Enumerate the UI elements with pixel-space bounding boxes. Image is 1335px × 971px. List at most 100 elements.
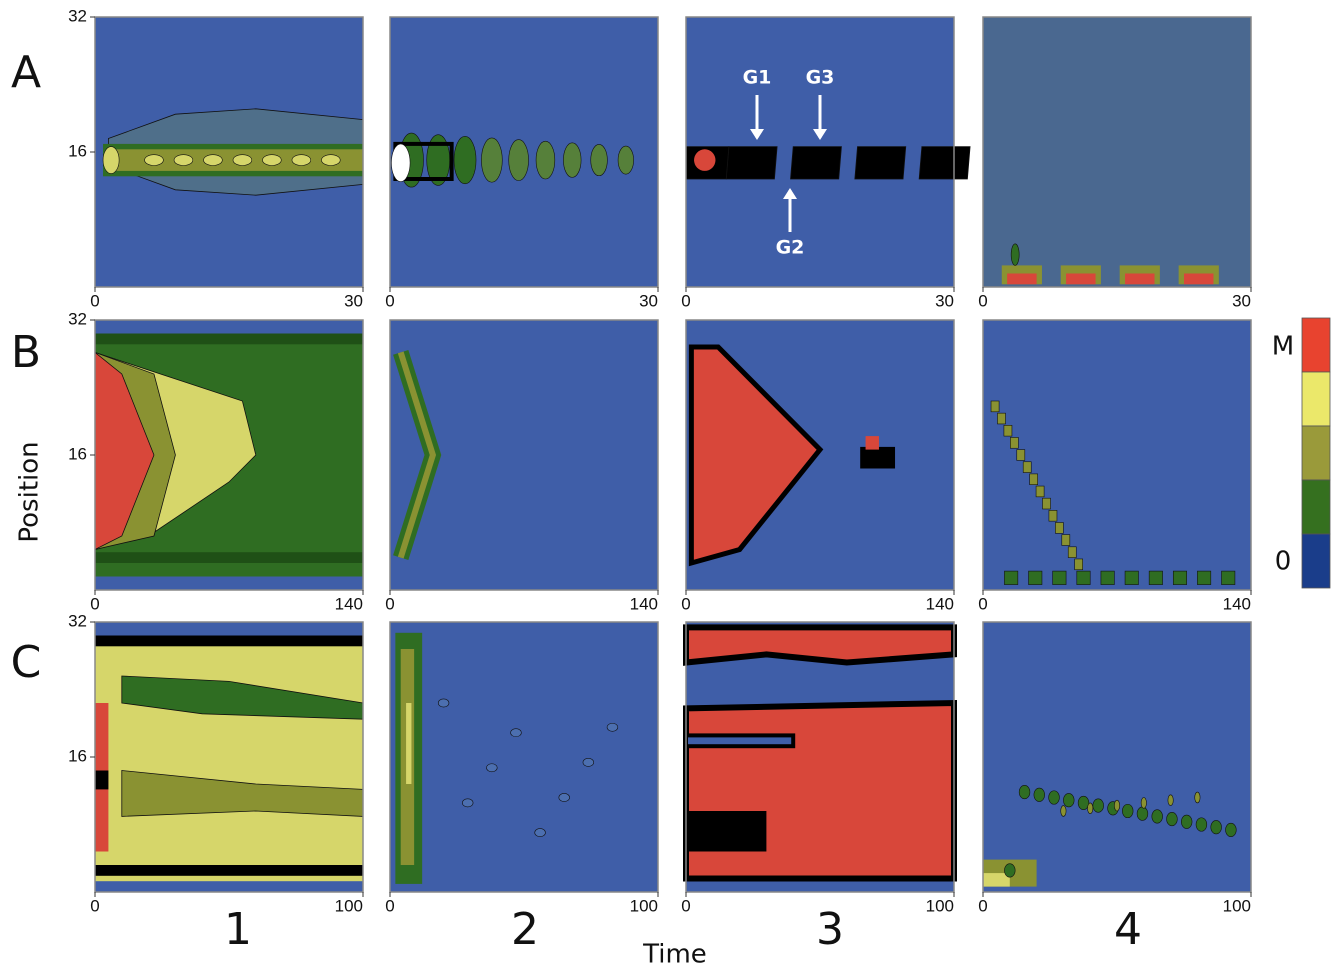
panel: 0 140 [681,319,955,613]
x-tick-label: 140 [926,594,954,613]
contour-region [1055,522,1064,534]
contour-region [1060,805,1067,817]
panel-frame [389,16,659,288]
contour-region [1004,570,1019,585]
contour-region [1166,812,1178,827]
contour-region [684,733,796,749]
annotation-arrowhead [813,129,827,140]
contour-region [1076,570,1091,585]
contour-region [983,17,1251,287]
contour-region [1172,570,1187,585]
panel: 0 30 [978,16,1252,310]
contour-region [397,351,437,559]
x-tick-label: 100 [335,896,363,915]
contour-region [1022,461,1032,473]
contour-region [606,722,619,732]
contour-region [694,149,716,171]
contour-region [453,136,477,185]
contour-region [1148,570,1163,585]
panel: 0 100 [385,621,659,915]
x-tick-label: 0 [90,291,99,310]
panel: 0 140 16 32 [68,309,364,613]
contour-region [686,811,767,852]
colorbar-label: M [1272,332,1294,362]
x-axis-label: Time [642,940,707,970]
contour-region [1194,791,1201,804]
contour-region [1066,273,1096,285]
contour-region [1042,497,1051,510]
contour-region [462,798,474,808]
contour-region [1151,809,1163,824]
contour-region [534,828,546,837]
x-tick-label: 0 [681,594,690,613]
contour-region [95,881,363,892]
contour-region [683,624,957,666]
contour-region [262,154,282,166]
row-label: A [11,47,41,98]
contour-region [1063,793,1075,808]
x-tick-label: 0 [978,896,987,915]
contour-region [1003,424,1013,437]
contour-region [983,622,1251,892]
y-tick-label: 16 [68,746,87,765]
contour-region [725,146,778,180]
x-tick-label: 0 [90,896,99,915]
contour-region [144,154,164,166]
x-tick-label: 30 [639,291,658,310]
x-tick-label: 30 [935,291,954,310]
panel-frame [389,621,659,893]
panel-frame [685,16,955,288]
contour-region [508,139,529,181]
contour-region [510,728,522,738]
contour-region [1125,273,1155,285]
contour-region [983,873,1010,887]
contour-region [232,154,253,166]
x-tick-label: 0 [681,291,690,310]
contour-region [590,144,608,177]
column-label: 2 [511,904,539,955]
contour-region [688,344,824,567]
x-tick-label: 0 [385,594,394,613]
column-label: 3 [816,904,844,955]
panel: 0 140 [385,319,659,613]
contour-region [558,793,570,802]
contour-region [1140,797,1147,809]
contour-region [1197,570,1212,585]
x-tick-label: 0 [978,291,987,310]
column-label: 4 [1114,904,1142,955]
contour-region [1225,822,1237,837]
panel: 0 30 G1 G3 G2 [681,16,1035,310]
panel: 0 100 16 32 [68,611,364,915]
x-tick-label: 100 [1223,896,1251,915]
contour-region [1018,785,1031,800]
x-tick-label: 0 [681,896,690,915]
contour-region [1184,273,1214,285]
y-tick-label: 16 [68,141,87,160]
contour-region [1210,820,1222,835]
contour-region [1028,570,1043,585]
y-tick-label: 32 [68,309,87,328]
annotation: G3 [806,67,835,89]
contour-region [683,699,957,882]
x-tick-label: 0 [90,594,99,613]
x-tick-label: 0 [385,291,394,310]
x-tick-label: 30 [1232,291,1251,310]
contour-region [1092,798,1104,813]
x-tick-label: 100 [630,896,658,915]
contour-region [617,145,634,175]
contour-region [1029,473,1038,485]
panel: 0 30 [385,16,659,310]
contour-region [1077,795,1090,810]
contour-region [790,146,842,180]
contour-region [291,154,312,166]
annotation: G2 [776,237,805,259]
contour-region [563,142,582,178]
annotation-arrowhead [783,188,797,199]
contour-region [1181,814,1193,829]
annotation-arrowhead [750,129,764,140]
contour-region [95,635,363,647]
contour-region [1087,802,1094,814]
contour-region [95,333,363,345]
contour-region [1048,790,1060,805]
contour-region [391,143,411,183]
